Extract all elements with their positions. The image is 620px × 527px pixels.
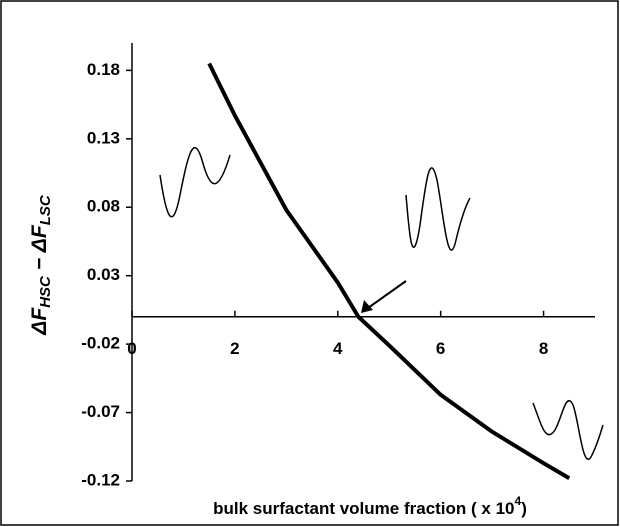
x-tick-label: 6 xyxy=(436,339,445,358)
y-tick-label: 0.08 xyxy=(87,197,120,216)
y-tick-label: 0.03 xyxy=(87,265,120,284)
y-tick-label: 0.13 xyxy=(87,128,120,147)
y-tick-label: -0.02 xyxy=(81,334,120,353)
arrow xyxy=(367,280,407,309)
arrow-head xyxy=(361,300,373,313)
curve xyxy=(207,62,571,480)
y-tick-label: -0.12 xyxy=(81,470,120,489)
wave-icon xyxy=(405,167,471,251)
wave-icon xyxy=(159,146,231,218)
x-tick-label: 2 xyxy=(230,339,239,358)
y-tick-label: -0.07 xyxy=(81,402,120,421)
x-tick-label: 0 xyxy=(127,339,136,358)
y-tick-label: 0.18 xyxy=(87,60,120,79)
y-axis-label: ΔFHSC − ΔFLSC xyxy=(28,194,54,336)
x-axis-label: bulk surfactant volume fraction ( x 104) xyxy=(213,494,527,518)
x-tick-label: 8 xyxy=(539,339,548,358)
x-tick-label: 4 xyxy=(333,339,343,358)
wave-icon xyxy=(532,400,604,460)
